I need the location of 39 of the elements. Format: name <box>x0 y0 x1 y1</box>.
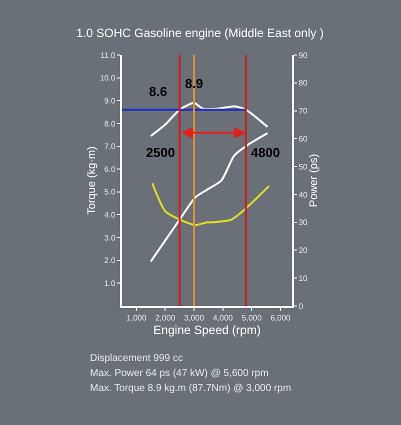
y2-tick-label: 90 <box>298 50 308 60</box>
x-tick-label: 6,000 <box>270 314 292 323</box>
x-axis-title: Engine Speed (rpm) <box>153 323 261 337</box>
line-series <box>151 182 270 226</box>
y-tick-label: 8.0 <box>104 119 116 128</box>
y2-tick-label: 80 <box>298 78 308 88</box>
y-tick-label: 10.0 <box>100 74 116 83</box>
y2-tick-label: 30 <box>298 218 308 228</box>
y2-tick-label: 40 <box>298 190 308 200</box>
text: Max. Power 64 ps (47 kW) @ 5,600 rpm <box>90 368 269 379</box>
y2-tick-label: 20 <box>298 246 308 256</box>
y2-tick-label: 10 <box>298 274 308 283</box>
y-tick-label: 9.0 <box>104 96 116 106</box>
y-tick-label: 4.0 <box>104 210 116 220</box>
text: Max. Torque 8.9 kg.m (87.7Nm) @ 3,000 rpm <box>90 383 292 394</box>
text: Displacement 999 cc <box>90 353 183 364</box>
y-axis-title: Torque (kg·m) <box>86 146 98 215</box>
y-tick-label: 11.0 <box>100 50 116 60</box>
y-tick-label: 1.0 <box>104 278 116 288</box>
y-tick-label: 7.0 <box>104 142 116 152</box>
x-tick-label: 5,000 <box>242 314 262 323</box>
y-tick-label: 6.0 <box>104 164 116 174</box>
x-tick-label: 2,000 <box>155 314 176 323</box>
line-series <box>150 102 269 137</box>
y-tick-label: 2.0 <box>104 256 116 266</box>
chart-title: 1.0 SOHC Gasoline engine (Middle East only ) <box>76 26 324 40</box>
y-tick-label: 3.0 <box>104 233 116 242</box>
y2-tick-label: 0 <box>298 302 304 311</box>
annotation: 8.6 <box>149 84 168 99</box>
y2-tick-label: 60 <box>298 134 308 144</box>
y-tick-label: 5.0 <box>104 188 116 197</box>
annotation: 2500 <box>146 145 175 160</box>
y2-tick-label: 50 <box>298 162 308 172</box>
y2-tick-label: 70 <box>298 106 308 116</box>
x-tick-label: 4,000 <box>212 314 234 323</box>
x-tick-label: 1,000 <box>126 314 147 323</box>
annotation: 4800 <box>251 145 280 160</box>
x-tick-label: 3,000 <box>184 314 205 323</box>
y2-axis-title: Power (ps) <box>308 154 320 208</box>
